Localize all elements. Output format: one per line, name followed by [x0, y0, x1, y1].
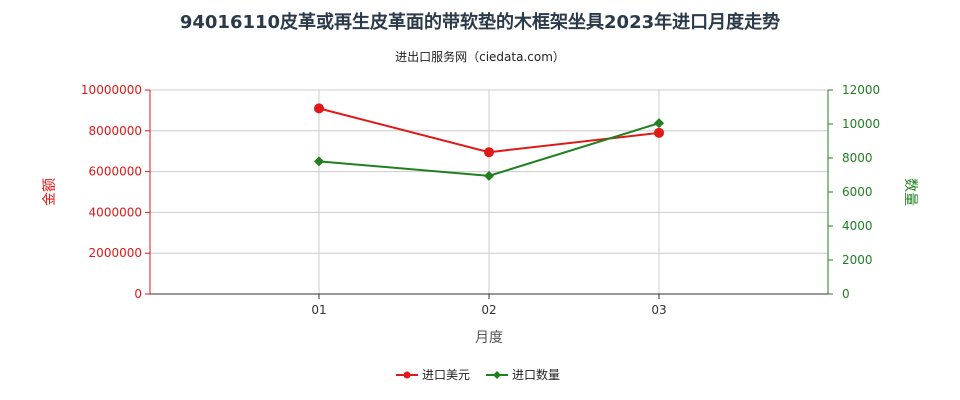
right-tick-label: 4000	[842, 219, 873, 233]
legend-swatch-marker	[403, 371, 411, 379]
data-point-amount	[654, 127, 664, 138]
right-tick-label: 8000	[842, 151, 873, 165]
right-tick-label: 0	[842, 287, 850, 301]
legend-label: 进口数量	[512, 367, 560, 382]
left-tick-label: 10000000	[81, 83, 142, 97]
chart-subtitle: 进出口服务网（ciedata.com）	[395, 50, 565, 64]
y-axis-title-right: 数量	[902, 178, 918, 206]
left-tick-label: 6000000	[89, 165, 142, 179]
right-tick-label: 2000	[842, 253, 873, 267]
left-tick-label: 8000000	[89, 124, 142, 138]
legend-label: 进口美元	[422, 368, 470, 382]
data-point-quantity	[654, 118, 664, 129]
right-tick-label: 10000	[842, 117, 880, 131]
data-point-quantity	[484, 170, 494, 181]
x-tick-label: 01	[311, 303, 326, 317]
data-point-amount	[314, 103, 324, 114]
left-tick-label: 0	[134, 287, 142, 301]
chart-title: 94016110皮革或再生皮革面的带软垫的木框架坐具2023年进口月度走势	[179, 12, 781, 33]
x-tick-label: 02	[481, 303, 496, 317]
right-tick-label: 6000	[842, 185, 873, 199]
x-tick-label: 03	[651, 303, 666, 317]
legend-swatch-marker	[493, 371, 501, 379]
data-point-quantity	[314, 156, 324, 167]
left-tick-label: 4000000	[89, 205, 142, 219]
data-point-amount	[484, 147, 494, 158]
left-tick-label: 2000000	[89, 246, 142, 260]
y-axis-title-left: 金额	[42, 178, 58, 206]
x-axis-title: 月度	[475, 330, 503, 346]
right-tick-label: 12000	[842, 83, 880, 97]
